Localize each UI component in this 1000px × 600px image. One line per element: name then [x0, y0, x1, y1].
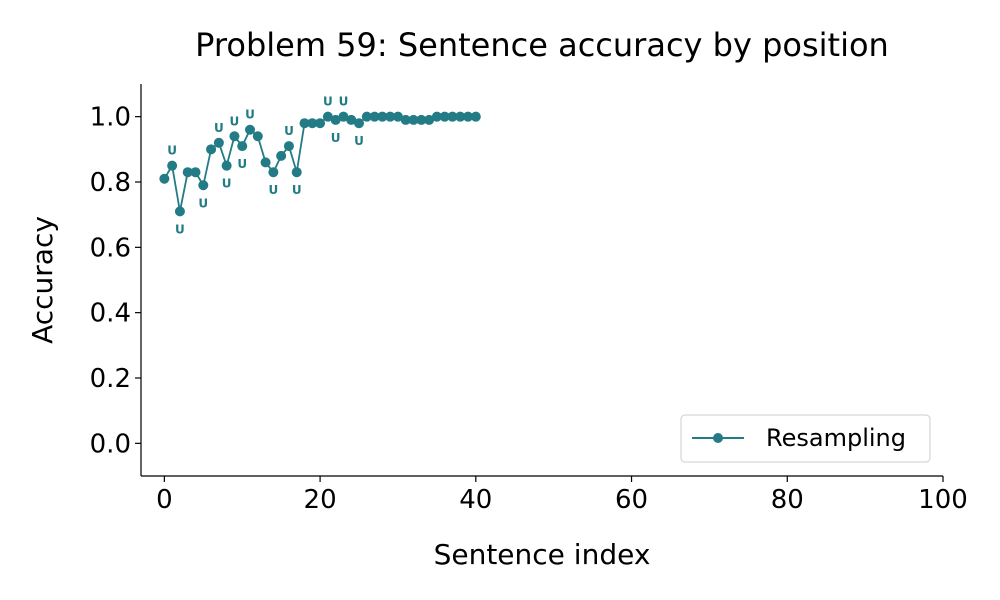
y-tick-label: 0.0 — [90, 429, 131, 459]
data-point — [307, 118, 318, 129]
data-point — [338, 111, 349, 122]
point-annotation: U — [354, 134, 364, 148]
data-point — [245, 124, 256, 135]
y-tick-label: 0.4 — [90, 299, 131, 329]
series-layer — [159, 111, 481, 217]
point-annotation: U — [175, 222, 185, 236]
data-point — [400, 114, 411, 125]
x-tick-label: 80 — [771, 485, 804, 515]
data-point — [439, 111, 450, 122]
x-tick-label: 100 — [918, 485, 968, 515]
point-annotation: U — [198, 196, 208, 210]
data-point — [455, 111, 466, 122]
data-point — [206, 144, 217, 155]
legend: Resampling — [680, 414, 931, 463]
data-point — [182, 167, 193, 178]
point-annotation: U — [222, 177, 232, 191]
data-point — [159, 173, 170, 184]
data-point — [330, 114, 341, 125]
data-point — [299, 118, 310, 129]
data-point — [346, 114, 357, 125]
x-tick-label: 60 — [615, 485, 648, 515]
data-point — [276, 150, 287, 161]
data-point — [283, 141, 294, 152]
data-point — [470, 111, 481, 122]
data-point — [447, 111, 458, 122]
y-ticks: 0.0 0.2 0.4 0.6 0.8 1.0 — [90, 103, 141, 459]
x-tick-label: 40 — [459, 485, 492, 515]
point-annotation: U — [245, 108, 255, 122]
data-point — [252, 131, 263, 142]
data-point — [167, 160, 178, 171]
point-annotation: U — [268, 183, 278, 197]
data-point — [268, 167, 279, 178]
y-tick-label: 0.8 — [90, 168, 131, 198]
data-point — [213, 137, 224, 148]
point-annotation: U — [323, 95, 333, 109]
data-point — [174, 206, 185, 217]
data-point — [369, 111, 380, 122]
data-point — [408, 114, 419, 125]
y-axis-label: Accuracy — [26, 216, 59, 344]
y-tick-label: 0.2 — [90, 364, 131, 394]
point-annotation: U — [292, 183, 302, 197]
data-point — [260, 157, 271, 168]
x-ticks: 0 20 40 60 80 100 — [156, 476, 968, 515]
data-point — [385, 111, 396, 122]
data-point — [291, 167, 302, 178]
data-point — [463, 111, 474, 122]
data-point — [392, 111, 403, 122]
legend-marker-swatch — [713, 433, 723, 443]
data-point — [424, 114, 435, 125]
point-annotation: U — [339, 95, 349, 109]
point-annotation: U — [237, 157, 247, 171]
data-point — [229, 131, 240, 142]
point-annotation: U — [214, 121, 224, 135]
y-tick-label: 0.6 — [90, 233, 131, 263]
data-point — [322, 111, 333, 122]
data-point — [354, 118, 365, 129]
point-annotation: U — [284, 124, 294, 138]
data-point — [377, 111, 388, 122]
chart-title: Problem 59: Sentence accuracy by positio… — [195, 26, 889, 64]
series-line — [163, 115, 476, 212]
point-annotation: U — [167, 144, 177, 158]
data-point — [431, 111, 442, 122]
legend-box — [680, 414, 931, 463]
data-point — [237, 141, 248, 152]
data-point — [315, 118, 326, 129]
x-tick-label: 20 — [304, 485, 337, 515]
x-axis-label: Sentence index — [434, 538, 651, 571]
y-tick-label: 1.0 — [90, 103, 131, 133]
x-tick-label: 0 — [156, 485, 173, 515]
data-point — [361, 111, 372, 122]
data-point — [190, 167, 201, 178]
point-annotation: U — [230, 114, 240, 128]
legend-label: Resampling — [766, 424, 906, 452]
point-annotation: U — [331, 131, 341, 145]
data-point — [198, 180, 209, 191]
data-point — [221, 160, 232, 171]
data-point — [416, 114, 427, 125]
